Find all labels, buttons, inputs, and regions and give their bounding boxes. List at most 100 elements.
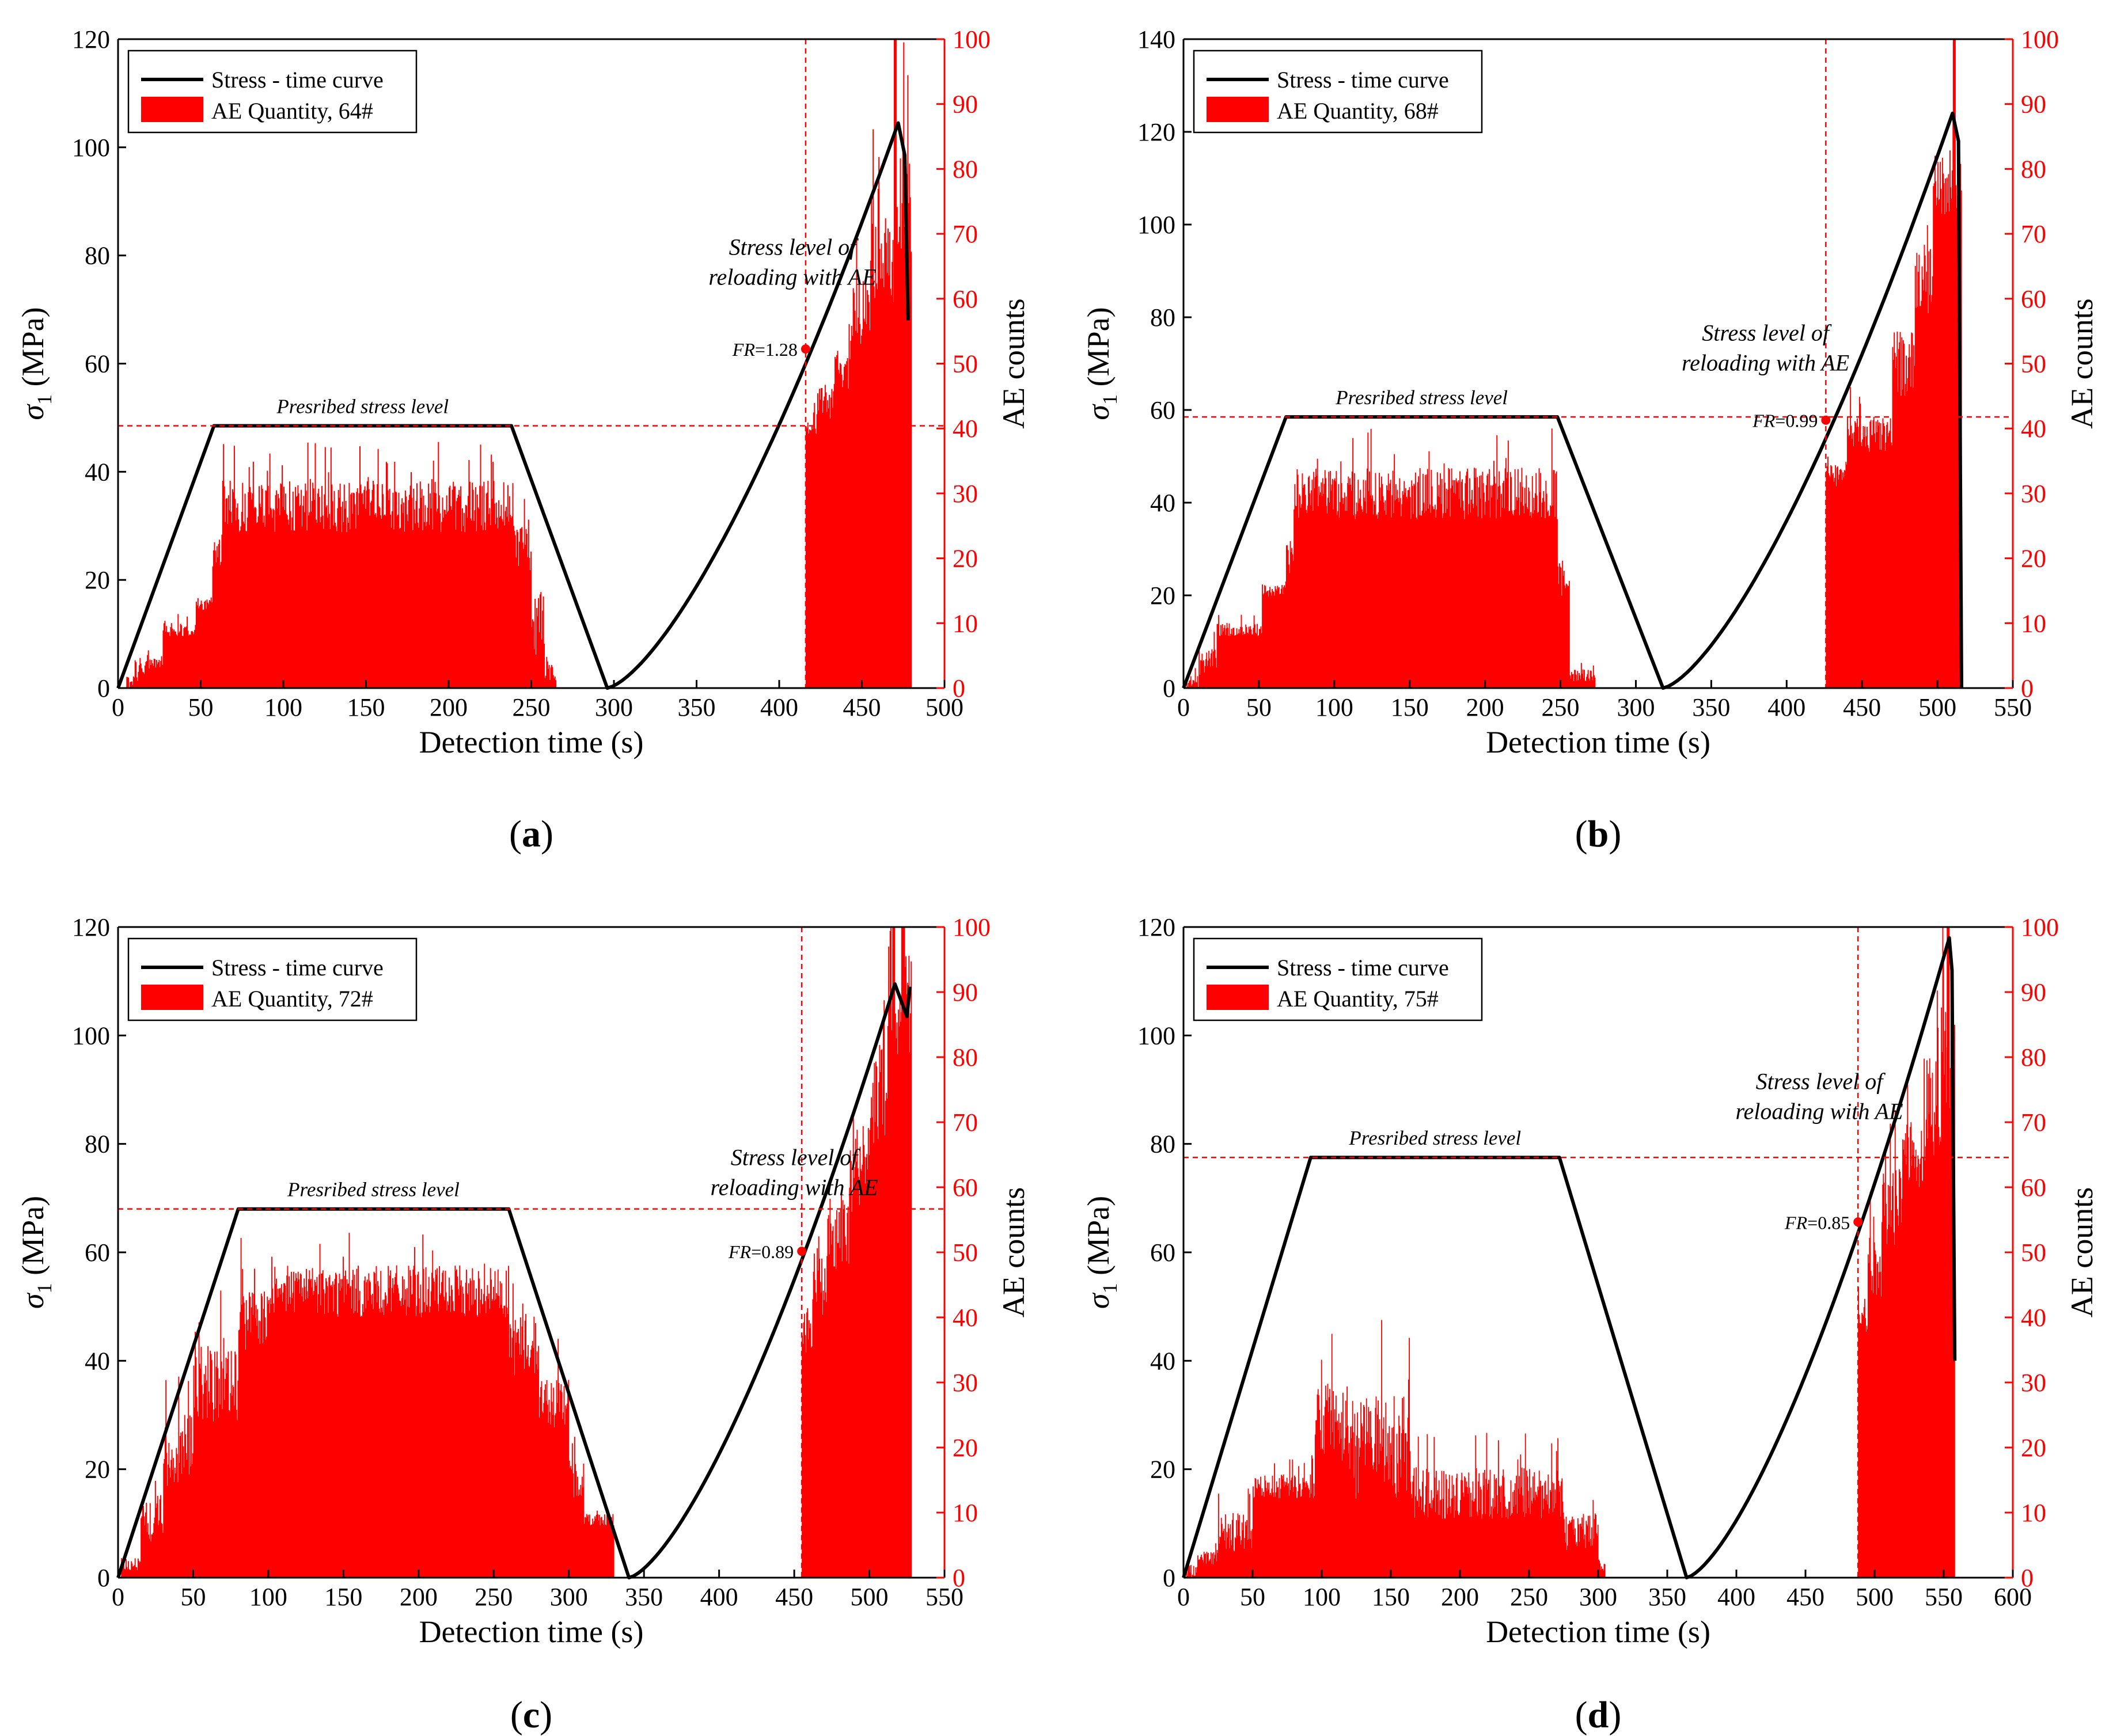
- ae-bar: [1426, 474, 1428, 688]
- ae-bar: [280, 483, 282, 688]
- ae-bar: [1567, 586, 1569, 688]
- ae-bar: [1598, 1559, 1599, 1578]
- ae-bar: [1340, 1438, 1342, 1578]
- ae-bar: [869, 1130, 871, 1578]
- ae-bar: [1364, 501, 1366, 688]
- ae-bar: [299, 505, 301, 688]
- ae-bar: [1380, 1451, 1382, 1578]
- ae-bar: [1281, 1476, 1283, 1578]
- ae-bar: [1309, 1497, 1311, 1578]
- ae-bar: [1237, 1513, 1239, 1578]
- ae-bar: [1557, 1471, 1558, 1578]
- ae-bar: [1378, 1400, 1379, 1578]
- ae-bar: [141, 1518, 142, 1578]
- ae-bar: [1477, 1515, 1478, 1578]
- ae-bar: [261, 1296, 263, 1578]
- ae-bar: [1436, 1471, 1437, 1578]
- y-right-tick-label: 100: [2021, 913, 2059, 941]
- ae-bar: [286, 515, 288, 688]
- ae-bar: [874, 1063, 875, 1578]
- ae-bar: [1940, 188, 1942, 688]
- ae-bar: [1594, 677, 1596, 688]
- ae-bar: [346, 532, 348, 688]
- ae-bar: [384, 1299, 385, 1578]
- ae-bar: [271, 509, 272, 688]
- y-left-tick-label: 100: [1137, 211, 1175, 239]
- ae-bar: [390, 514, 392, 688]
- ae-bar: [890, 288, 892, 688]
- y-right-tick-label: 90: [953, 978, 978, 1006]
- ae-bar: [1235, 635, 1236, 688]
- ae-bar: [814, 1279, 816, 1578]
- ae-bar: [1895, 1170, 1896, 1578]
- ae-bar: [824, 385, 826, 688]
- ae-bar: [1594, 675, 1595, 688]
- ae-bar: [445, 514, 447, 688]
- ae-bar: [1448, 469, 1450, 688]
- ae-bar: [330, 447, 332, 688]
- ae-bar: [264, 1317, 266, 1578]
- ae-bar: [549, 1412, 551, 1578]
- ae-bar: [1424, 513, 1425, 688]
- ae-bar: [1392, 1485, 1394, 1578]
- ae-bar: [227, 1351, 229, 1578]
- ae-bar: [422, 1234, 424, 1578]
- ae-bar: [1591, 677, 1593, 688]
- ae-bar: [1406, 1441, 1408, 1578]
- ae-bar: [519, 529, 521, 688]
- ae-bar: [127, 677, 128, 688]
- ae-bar: [1455, 478, 1457, 688]
- ae-bar: [1515, 509, 1516, 688]
- ae-bar: [149, 1539, 150, 1578]
- ae-bar: [1848, 436, 1850, 688]
- ae-bar: [1869, 421, 1871, 688]
- x-tick-label: 600: [1994, 1583, 2032, 1611]
- ae-bar: [1562, 1501, 1564, 1578]
- ae-bar: [859, 324, 861, 688]
- ae-bar: [406, 514, 408, 688]
- ae-bar: [1873, 417, 1875, 688]
- ae-bar: [1370, 495, 1371, 688]
- ae-bar: [1298, 518, 1299, 688]
- ae-bar: [233, 1405, 235, 1578]
- ae-bar: [1441, 1471, 1443, 1578]
- ae-bar: [1500, 517, 1501, 688]
- ae-bar: [597, 1510, 598, 1578]
- ae-bar: [552, 1415, 553, 1578]
- ae-bar: [1571, 1522, 1572, 1578]
- ae-bar: [332, 1281, 333, 1578]
- ae-bar: [1389, 483, 1391, 688]
- ae-bar: [1936, 1106, 1937, 1578]
- ae-bar: [172, 1469, 173, 1578]
- ae-bar: [1482, 1514, 1484, 1578]
- ae-bar: [1251, 1548, 1253, 1578]
- ae-bar: [1475, 1435, 1477, 1578]
- ae-bar: [1921, 1130, 1922, 1578]
- ae-bar: [843, 1209, 844, 1578]
- ae-bar: [1530, 1487, 1532, 1578]
- ae-bar: [1550, 505, 1552, 688]
- ae-bar: [241, 1304, 242, 1578]
- ae-bar: [514, 531, 515, 688]
- ae-bar: [1248, 1539, 1250, 1578]
- ae-bar: [1408, 490, 1409, 688]
- ae-bar: [1450, 516, 1451, 688]
- ae-bar: [1945, 1012, 1947, 1578]
- ae-bar: [1206, 652, 1208, 688]
- ae-bar: [151, 660, 153, 688]
- ae-bar: [388, 500, 390, 688]
- ae-bar: [1278, 587, 1280, 688]
- ae-bar: [603, 1525, 605, 1578]
- ae-bar: [1501, 493, 1502, 688]
- ae-bar: [1533, 497, 1535, 688]
- ae-bar: [1215, 1555, 1216, 1578]
- ae-bar: [829, 394, 830, 688]
- ae-bar: [911, 252, 912, 689]
- ae-bar: [462, 1286, 464, 1578]
- ae-bar: [1942, 927, 1944, 1578]
- ae-bar: [1231, 1545, 1232, 1578]
- ae-bar: [1901, 1222, 1902, 1578]
- ae-bar: [1926, 225, 1928, 689]
- ae-bar: [327, 518, 329, 688]
